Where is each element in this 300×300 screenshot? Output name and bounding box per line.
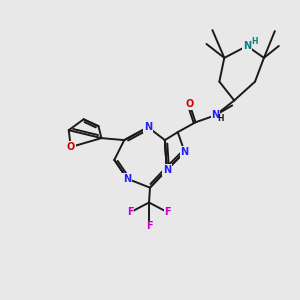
Text: N: N [163, 165, 171, 175]
Text: H: H [251, 37, 257, 46]
Text: F: F [164, 207, 171, 218]
Text: O: O [185, 99, 194, 110]
Text: N: N [144, 122, 152, 132]
Text: H: H [217, 114, 224, 123]
Text: N: N [181, 147, 189, 157]
Text: O: O [67, 142, 75, 152]
Text: F: F [127, 207, 134, 218]
Text: N: N [211, 110, 220, 120]
Text: N: N [243, 41, 251, 51]
Text: N: N [123, 174, 131, 184]
Text: F: F [146, 221, 152, 231]
